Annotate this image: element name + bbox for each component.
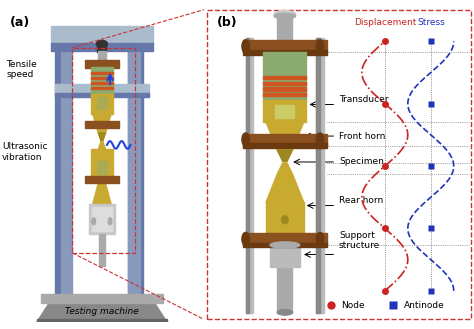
Ellipse shape — [108, 218, 112, 225]
Bar — [97, 97, 107, 109]
Bar — [91, 149, 113, 179]
Text: Specimen: Specimen — [339, 158, 384, 166]
Bar — [98, 42, 106, 52]
Polygon shape — [98, 142, 106, 149]
Bar — [55, 93, 149, 97]
Ellipse shape — [92, 218, 96, 225]
Bar — [263, 52, 307, 101]
Ellipse shape — [242, 40, 249, 53]
Bar — [55, 84, 149, 95]
Bar — [243, 134, 327, 145]
Polygon shape — [277, 163, 292, 174]
Bar — [277, 266, 292, 313]
Bar — [91, 67, 113, 95]
Bar — [51, 43, 153, 51]
Bar — [55, 35, 69, 294]
Ellipse shape — [96, 40, 108, 47]
Bar — [275, 105, 294, 118]
Bar — [243, 233, 327, 245]
Polygon shape — [98, 133, 106, 141]
Ellipse shape — [277, 310, 292, 315]
Bar — [99, 234, 105, 266]
Bar — [98, 51, 106, 60]
Bar — [97, 161, 107, 174]
Bar — [243, 143, 327, 148]
Bar — [91, 72, 113, 74]
Ellipse shape — [242, 133, 249, 146]
Bar — [246, 38, 249, 313]
Polygon shape — [36, 303, 167, 322]
Text: (a): (a) — [10, 16, 30, 29]
Text: Stress: Stress — [417, 18, 445, 27]
Polygon shape — [266, 122, 304, 150]
Bar — [84, 121, 119, 128]
Bar — [128, 35, 140, 294]
Bar — [91, 207, 112, 231]
Bar — [61, 35, 73, 294]
Ellipse shape — [242, 232, 249, 246]
Bar — [277, 16, 292, 48]
Bar — [263, 88, 307, 90]
Bar — [317, 38, 320, 313]
Text: Front horn: Front horn — [339, 132, 385, 140]
Bar — [91, 87, 113, 89]
Bar — [84, 176, 119, 184]
Ellipse shape — [316, 40, 324, 53]
Bar — [263, 76, 307, 79]
Polygon shape — [277, 150, 292, 161]
Ellipse shape — [274, 11, 296, 18]
Bar — [41, 294, 163, 303]
Bar — [246, 38, 253, 313]
Text: Node: Node — [342, 301, 365, 310]
Text: Displacement: Displacement — [354, 18, 416, 27]
Text: Tensile
speed: Tensile speed — [6, 60, 37, 79]
Bar — [91, 94, 113, 114]
Bar — [91, 82, 113, 84]
Ellipse shape — [316, 133, 324, 146]
Bar — [36, 318, 167, 322]
Text: Antinode: Antinode — [404, 301, 445, 310]
Bar — [317, 38, 324, 313]
Bar — [266, 202, 304, 234]
Text: Testing machine: Testing machine — [65, 307, 139, 316]
Bar — [89, 204, 115, 234]
Bar — [91, 77, 113, 79]
Bar — [51, 26, 153, 44]
Text: Rear horn: Rear horn — [339, 196, 383, 205]
Text: (b): (b) — [217, 16, 238, 29]
Bar — [128, 35, 143, 294]
Polygon shape — [93, 114, 111, 133]
Bar — [84, 60, 119, 67]
Text: Transducer: Transducer — [339, 95, 388, 104]
Bar — [263, 93, 307, 96]
Bar — [243, 50, 327, 55]
Bar — [243, 40, 327, 52]
Ellipse shape — [274, 13, 296, 19]
Ellipse shape — [270, 242, 300, 248]
Bar — [270, 245, 300, 267]
Polygon shape — [266, 174, 304, 202]
Bar — [243, 242, 327, 247]
Bar — [263, 100, 307, 122]
Ellipse shape — [316, 232, 324, 246]
Polygon shape — [93, 184, 111, 204]
Text: Ultrasonic
vibration: Ultrasonic vibration — [2, 142, 47, 162]
Bar — [263, 82, 307, 85]
Text: Support
structure: Support structure — [339, 231, 380, 250]
Ellipse shape — [282, 216, 288, 224]
